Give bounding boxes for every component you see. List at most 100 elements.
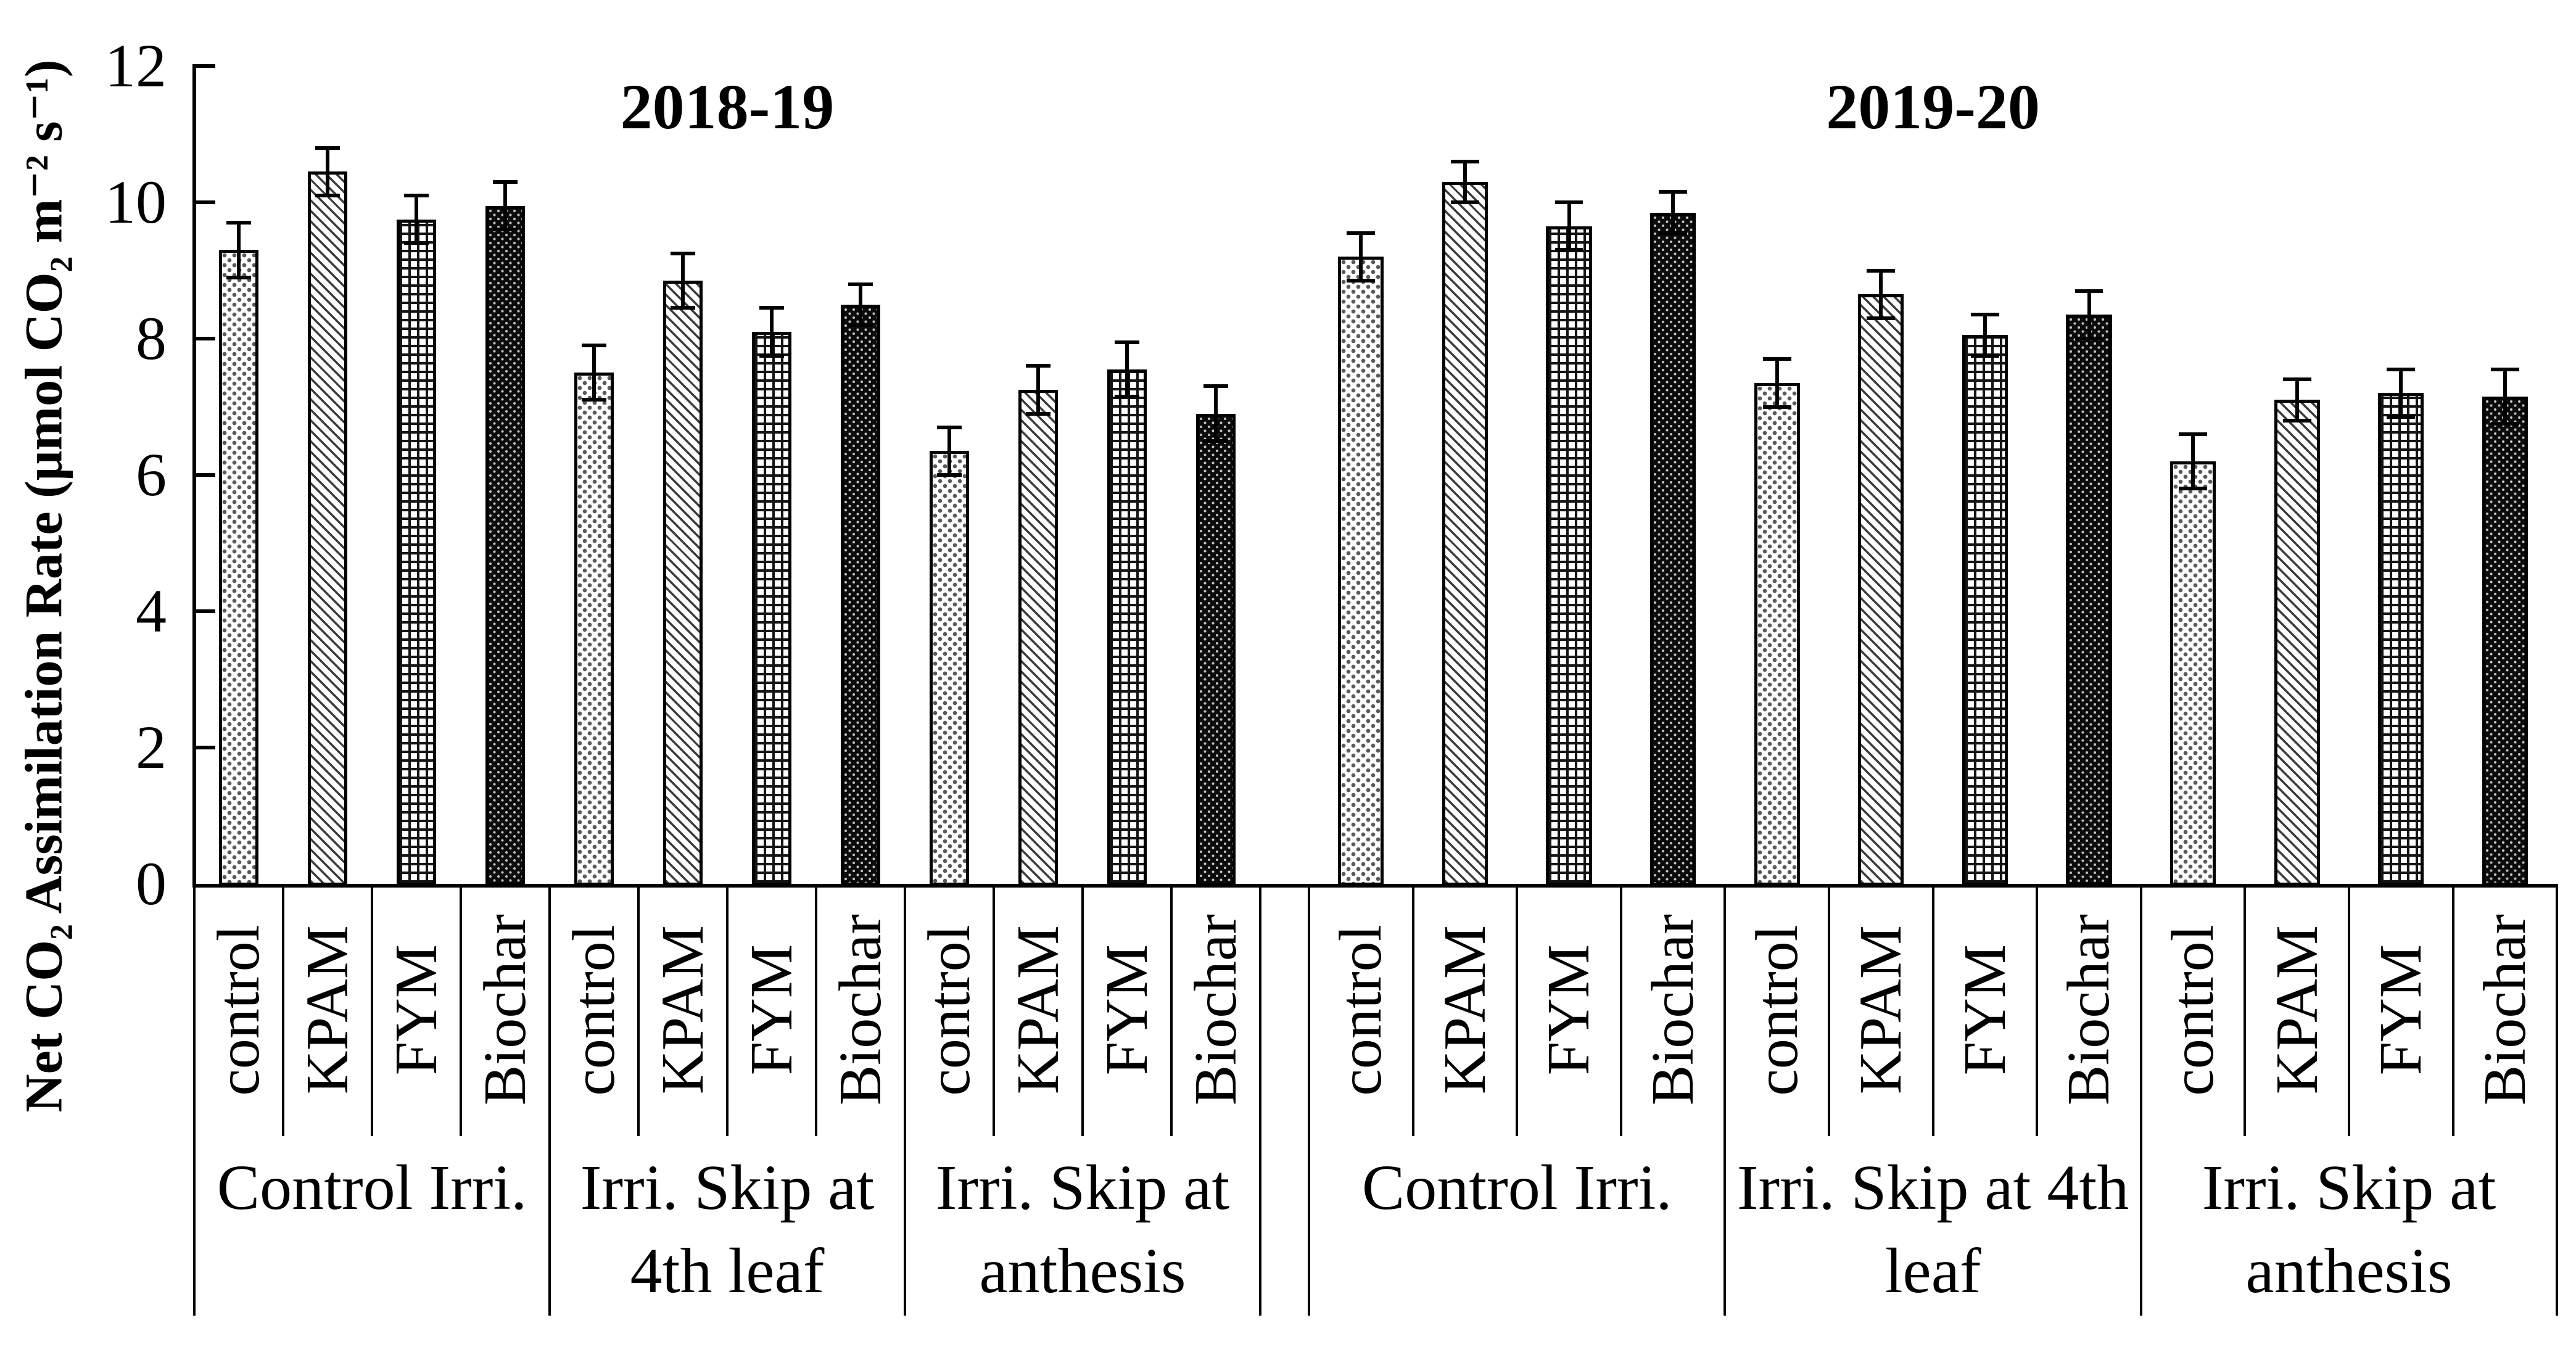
treatment-label-cell: Biochar [2037,889,2141,1131]
error-bar-cap-bottom [1450,200,1479,204]
error-bar-cap-bottom [2074,337,2103,340]
bar-FYM [1962,335,2008,886]
error-bar-cap-top [2282,377,2311,382]
error-bar-line [1879,270,1883,318]
error-bar-cap-top [2179,432,2208,436]
y-tick-label: 2 [136,713,167,781]
y-tick-label: 8 [136,304,167,373]
panel-title: 2018-19 [620,72,835,142]
treatment-label-cell: control [1309,889,1413,1131]
treatment-divider [460,884,462,1136]
treatment-divider [1619,884,1622,1136]
error-bar-cap-bottom [1026,411,1051,416]
treatment-divider [2348,884,2350,1136]
error-bar-line [2087,291,2091,339]
error-bar-cap-top [1115,340,1139,344]
irrigation-group-label: Control Irri. [217,1152,527,1223]
y-tick-label: 6 [136,440,167,509]
treatment-label: KPAM [294,925,361,1095]
y-tick-label: 12 [105,31,167,100]
error-bar-line [681,253,685,308]
error-bar-cap-top [1450,159,1479,163]
treatment-label: control [2160,924,2227,1096]
bar-FYM [752,331,791,886]
bar-FYM [397,219,436,886]
y-axis-tick [194,64,215,68]
bar-control [219,250,258,886]
treatment-divider [1828,884,1830,1136]
treatment-label-cell: control [2141,889,2245,1131]
treatment-label: Biochar [1640,914,1707,1106]
treatment-divider [2036,884,2039,1136]
treatment-label-cell: control [550,889,638,1131]
bar-FYM [2378,393,2424,886]
treatment-label-cell: control [905,889,994,1131]
treatment-divider [1516,884,1519,1136]
treatment-label-cell: KPAM [994,889,1083,1131]
error-bar-cap-bottom [1203,439,1228,443]
y-axis-tick [194,200,215,204]
error-bar-line [2503,369,2507,424]
error-bar-cap-bottom [582,398,606,402]
treatment-label-cell: KPAM [283,889,372,1131]
error-bar-cap-top [226,221,251,225]
treatment-label: FYM [2368,944,2435,1076]
error-bar-line [1125,342,1129,397]
treatment-label-cell: FYM [727,889,816,1131]
bar-KPAM [308,171,347,886]
error-bar-cap-bottom [1347,279,1376,283]
treatment-label: control [1743,924,1810,1096]
treatment-label-cell: Biochar [816,889,905,1131]
bar-control [1338,257,1384,886]
treatment-label: control [1327,924,1395,1096]
error-bar-line [2399,369,2403,418]
error-bar-line [415,195,418,244]
error-bar-cap-bottom [1762,405,1791,409]
group-divider [548,884,551,1316]
error-bar-line [1775,359,1779,407]
error-bar-cap-bottom [1867,316,1896,320]
error-bar-line [237,223,241,278]
bar-FYM [1546,226,1592,886]
treatment-label: control [916,924,983,1096]
treatment-divider [637,884,640,1136]
error-bar-cap-bottom [1659,231,1688,235]
error-bar-line [1359,233,1363,281]
error-bar-line [1214,386,1218,441]
treatment-divider [1170,884,1173,1136]
irrigation-group-label: Irri. Skip at 4th leaf [580,1152,875,1307]
bar-Biochar [841,304,880,886]
group-divider [2139,884,2142,1316]
error-bar-cap-top [2387,367,2416,371]
treatment-label: FYM [1951,944,2018,1076]
category-table-edge [1259,884,1261,1316]
treatment-label-cell: FYM [1517,889,1621,1131]
error-bar-cap-top [759,306,784,310]
treatment-label: FYM [1535,944,1603,1076]
treatment-divider [1081,884,1084,1136]
bar-KPAM [2274,400,2320,886]
bar-Biochar [1196,413,1236,886]
treatment-label-cell: FYM [1933,889,2037,1131]
error-bar-cap-bottom [2179,487,2208,491]
treatment-label-cell: Biochar [461,889,550,1131]
error-bar-cap-bottom [315,193,340,197]
error-bar-cap-top [1026,364,1051,368]
bar-FYM [1107,369,1147,886]
error-bar-line [2295,379,2299,421]
bar-control [574,373,614,886]
error-bar-cap-bottom [848,323,873,327]
treatment-label: KPAM [1005,925,1071,1095]
error-bar-cap-top [315,146,340,150]
treatment-divider [371,884,373,1136]
treatment-label: KPAM [650,925,716,1095]
error-bar-line [1567,202,1571,250]
irrigation-group-label: Irri. Skip at anthesis [935,1152,1230,1307]
y-axis-tick [194,609,215,613]
treatment-label: control [205,924,272,1096]
treatment-label: KPAM [2263,925,2330,1095]
error-bar-cap-top [1554,200,1583,204]
error-bar-cap-top [1347,231,1376,235]
error-bar-line [1463,161,1467,202]
